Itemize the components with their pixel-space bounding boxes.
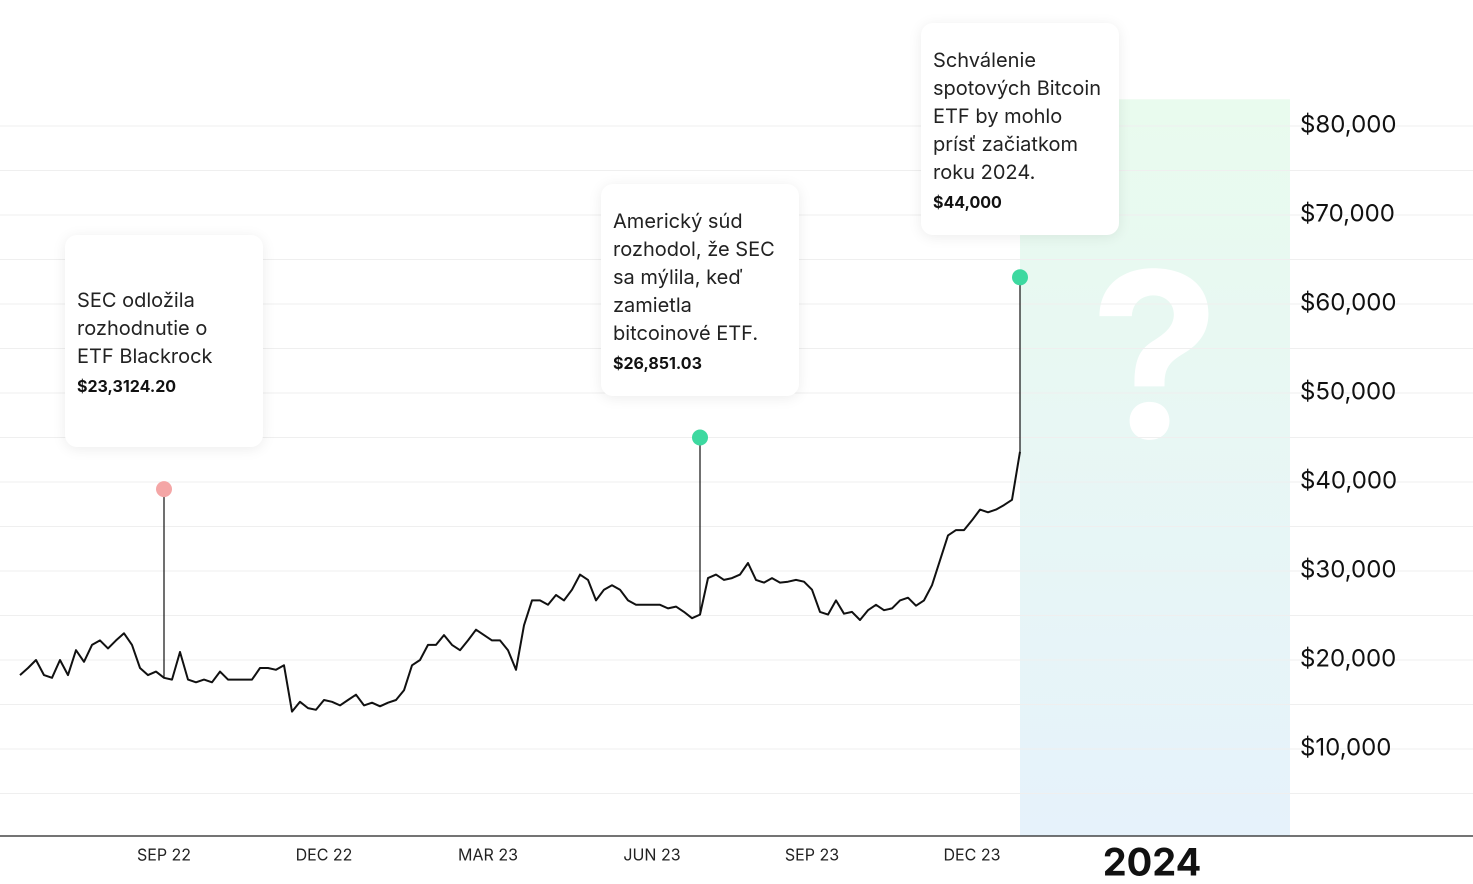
annotation-text: SEC odložila	[77, 288, 195, 313]
x-tick-label: SEP 23	[785, 844, 839, 864]
x-tick-label: MAR 23	[458, 844, 518, 864]
annotation-text: sa mýlila, keď	[613, 264, 743, 289]
x-tick-label: DEC 23	[944, 844, 1001, 864]
x-tick-label: 2024	[1103, 839, 1202, 884]
annotation-text: roku 2024.	[933, 160, 1036, 185]
price-line	[19, 451, 1021, 713]
y-tick-label: $40,000	[1300, 466, 1397, 495]
x-tick-label: JUN 23	[623, 844, 680, 864]
y-tick-label: $70,000	[1300, 199, 1395, 228]
annotation-box: SEC odložila rozhodnutie o ETF Blackrock $2…	[65, 235, 263, 448]
annotation-box: Schválenie spotových Bitcoin ETF by mohlo p…	[921, 23, 1119, 236]
x-tick-label: SEP 22	[137, 844, 191, 864]
annotation-value: $26,851.03	[613, 352, 702, 373]
annotation-text: Schválenie	[933, 48, 1036, 73]
annotation-text: Americký súd	[613, 208, 743, 233]
y-tick-label: $10,000	[1300, 733, 1391, 762]
annotation-value: $44,000	[933, 192, 1002, 213]
y-tick-label: $20,000	[1300, 644, 1396, 673]
annotation-box: Americký súd rozhodol, že SEC sa mýlila, k…	[601, 183, 799, 396]
annotation-dot	[156, 481, 172, 498]
annotation-text: spotových Bitcoin	[933, 76, 1102, 101]
annotation-text: bitcoinové ETF.	[613, 320, 759, 345]
highlight-mark: ?	[1091, 216, 1220, 494]
annotation-text: zamietla	[613, 292, 692, 317]
annotation-text: prísť začiatkom	[933, 132, 1078, 157]
y-tick-label: $60,000	[1300, 288, 1397, 317]
y-tick-label: $80,000	[1300, 110, 1397, 139]
annotation-value: $23,3124.20	[77, 376, 177, 397]
annotation-text: rozhodnutie o	[77, 316, 208, 341]
annotation-text: rozhodol, že SEC	[613, 236, 775, 261]
annotation-dot	[692, 429, 708, 446]
y-tick-label: $50,000	[1300, 377, 1396, 406]
annotation-text: ETF by mohlo	[933, 104, 1063, 129]
x-tick-label: DEC 22	[296, 844, 353, 864]
annotation-text: ETF Blackrock	[77, 344, 213, 369]
y-tick-label: $30,000	[1300, 555, 1396, 584]
annotation-dot	[1012, 269, 1028, 286]
